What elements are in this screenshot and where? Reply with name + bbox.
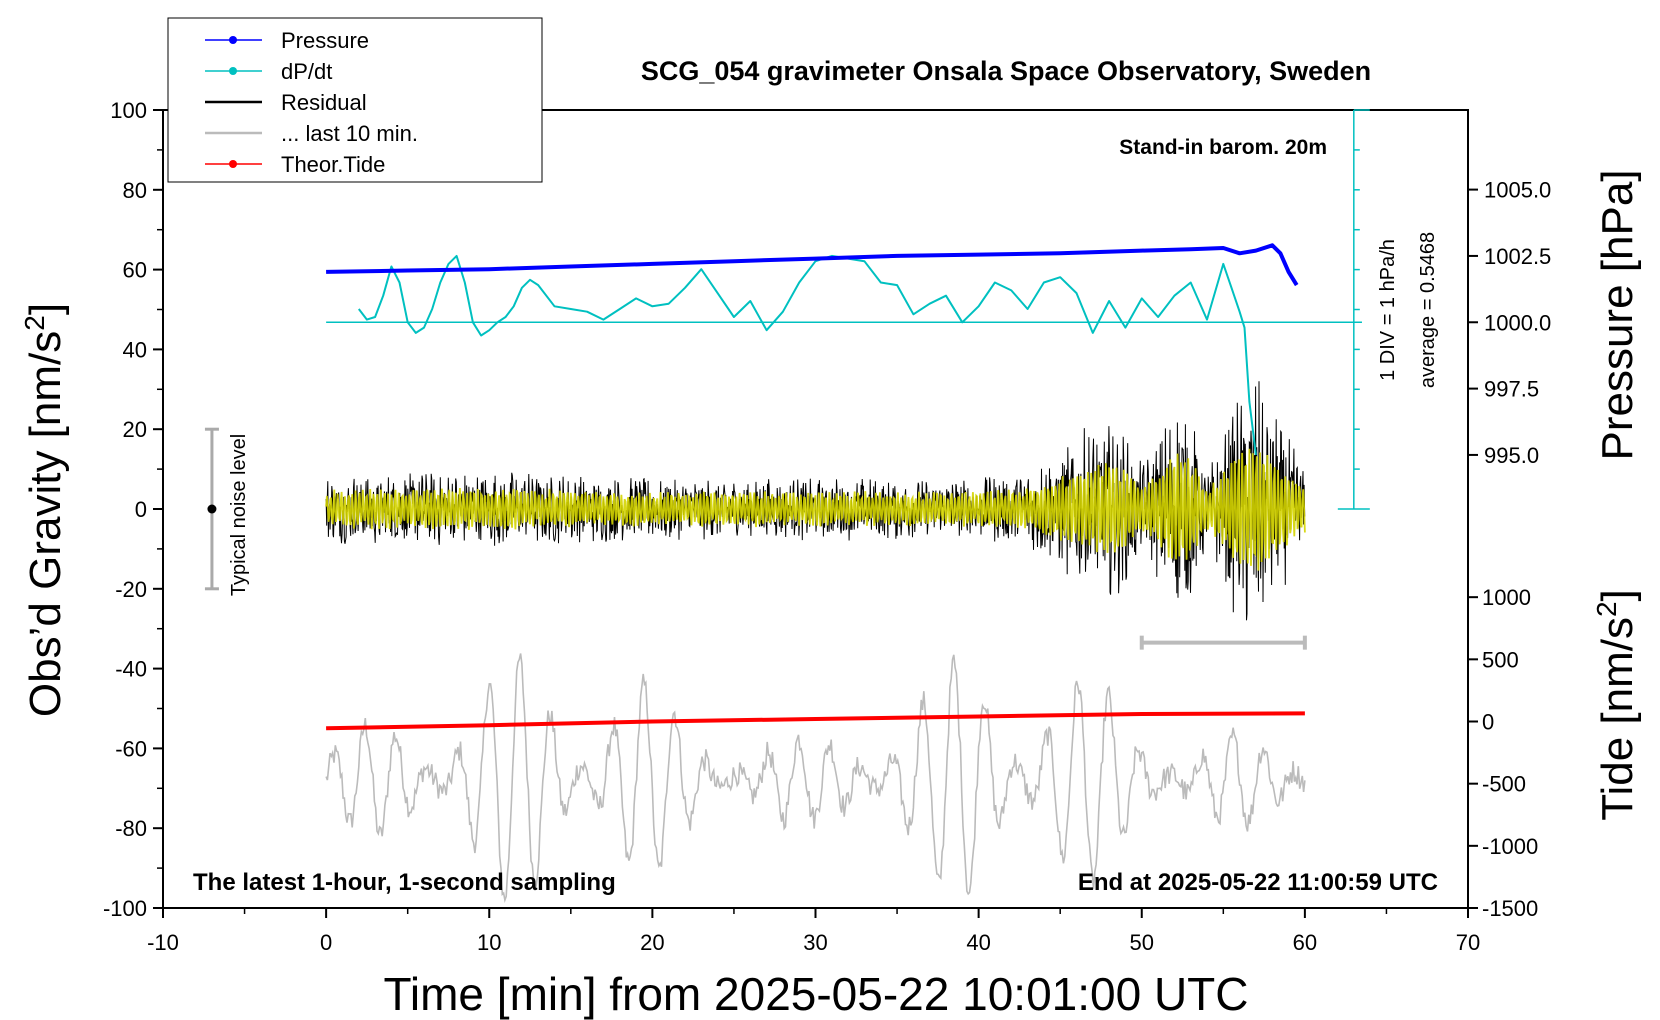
tide-label-sup: 2 <box>1591 601 1622 617</box>
pressure-tick-label: 1002.5 <box>1484 244 1551 269</box>
noise-level-indicator <box>204 427 219 591</box>
legend-label: ... last 10 min. <box>281 121 418 146</box>
x-axis-label: Time [min] from 2025-05-22 10:01:00 UTC <box>384 968 1249 1020</box>
noise-dot <box>207 504 217 514</box>
legend: Pressure dP/dt Residual ... last 10 min. The… <box>167 17 543 183</box>
tide-tick-label: -500 <box>1482 772 1526 797</box>
legend-label: Pressure <box>281 28 369 53</box>
legend-label: dP/dt <box>281 59 332 84</box>
x-tick-label: 10 <box>477 930 501 955</box>
last10-bracket <box>1139 635 1307 650</box>
legend-marker <box>229 160 237 168</box>
tide-tick-label: 500 <box>1482 647 1519 672</box>
scale-note: 1 DIV = 1 hPa/h <box>1377 239 1399 381</box>
legend-marker <box>229 67 237 75</box>
tide-label-close: ] <box>1593 589 1642 601</box>
y-axis-left: 100 80 60 40 20 0 -20 -40 -60 -80 -100 <box>103 98 163 921</box>
average-note: average = 0.5468 <box>1417 232 1439 388</box>
series-residual-filtered <box>325 448 1306 571</box>
tide-tick-label: 0 <box>1482 710 1494 735</box>
tide-tick-label: -1500 <box>1482 896 1538 921</box>
y-tick-label: 0 <box>135 497 147 522</box>
series-dpdt <box>358 254 1257 456</box>
y-tick-label: 60 <box>123 258 147 283</box>
x-tick-label: -10 <box>147 930 179 955</box>
y-tick-label: -20 <box>115 577 147 602</box>
y-tick-label: 20 <box>123 417 147 442</box>
x-tick-label: 50 <box>1130 930 1154 955</box>
legend-label: Residual <box>281 90 367 115</box>
y-left-label-close: ] <box>21 303 70 315</box>
series-layer <box>325 243 1362 903</box>
tide-label-main: Tide [nm/s <box>1593 617 1642 821</box>
x-tick-label: 70 <box>1456 930 1480 955</box>
series-pressure <box>326 243 1299 287</box>
x-tick-label: 20 <box>640 930 664 955</box>
x-tick-label: 30 <box>803 930 827 955</box>
y-tick-label: -100 <box>103 896 147 921</box>
tide-tick-label: -1000 <box>1482 834 1538 859</box>
y-axis-pressure: 1005.0 1002.5 1000.0 997.5 995.0 <box>1468 178 1551 468</box>
tide-axis-label: Tide [nm/s2] <box>1591 589 1642 821</box>
legend-label: Theor.Tide <box>281 152 385 177</box>
y-axis-tide: 1000 500 0 -500 -1000 -1500 <box>1468 585 1538 921</box>
pressure-tick-label: 1000.0 <box>1484 310 1551 335</box>
chart-title: SCG_054 gravimeter Onsala Space Observat… <box>641 56 1371 86</box>
bottom-left-note: The latest 1-hour, 1-second sampling <box>193 869 616 896</box>
pressure-tick-label: 995.0 <box>1484 443 1539 468</box>
y-tick-label: 100 <box>110 98 147 123</box>
x-tick-label: 0 <box>320 930 332 955</box>
y-left-label-sup: 2 <box>19 315 50 331</box>
tide-tick-label: 1000 <box>1482 585 1531 610</box>
x-tick-label: 60 <box>1293 930 1317 955</box>
y-axis-left-label: Obs’d Gravity [nm/s2] <box>19 303 70 717</box>
pressure-tick-label: 997.5 <box>1484 377 1539 402</box>
series-last10 <box>325 653 1306 903</box>
barometer-note: Stand-in barom. 20m <box>1119 136 1327 159</box>
dpdt-scale-bar <box>1337 109 1370 510</box>
y-tick-label: -60 <box>115 736 147 761</box>
y-tick-label: 80 <box>123 178 147 203</box>
y-tick-label: 40 <box>123 337 147 362</box>
y-tick-label: -80 <box>115 816 147 841</box>
series-tide <box>326 711 1305 731</box>
x-tick-label: 40 <box>966 930 990 955</box>
legend-box <box>167 17 543 183</box>
bottom-right-note: End at 2025-05-22 11:00:59 UTC <box>1078 869 1438 896</box>
pressure-axis-label: Pressure [hPa] <box>1593 169 1642 460</box>
pressure-tick-label: 1005.0 <box>1484 178 1551 203</box>
noise-label: Typical noise level <box>228 434 250 596</box>
legend-marker <box>229 36 237 44</box>
y-left-label-main: Obs’d Gravity [nm/s <box>21 331 70 717</box>
y-tick-label: -40 <box>115 657 147 682</box>
x-axis: -10 0 10 20 30 40 50 60 70 <box>147 908 1480 955</box>
